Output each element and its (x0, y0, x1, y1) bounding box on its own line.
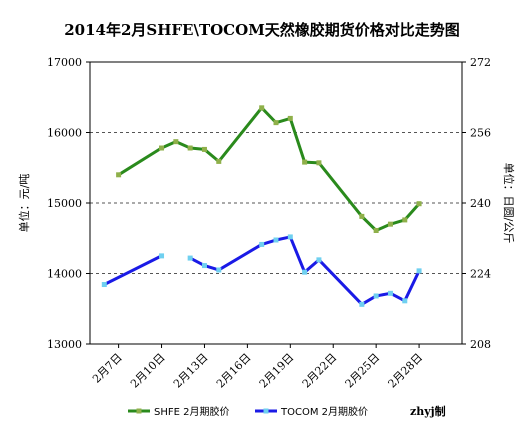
data-point (302, 269, 308, 275)
chart-title: 2014年2月SHFE\TOCOM天然橡胶期货价格对比走势图 (64, 21, 460, 39)
data-point (159, 253, 165, 259)
series-layer (101, 105, 422, 307)
data-point (373, 293, 379, 299)
data-point (387, 221, 393, 227)
left-tick-label: 17000 (47, 56, 82, 69)
right-tick-label: 208 (470, 338, 491, 351)
data-point (273, 237, 279, 243)
legend-marker-shfe (136, 408, 142, 414)
data-point (116, 172, 122, 178)
x-tick-label: 2月28日 (386, 351, 426, 391)
data-point (316, 160, 322, 166)
right-tick-label: 224 (470, 268, 491, 281)
legend-label-tocom: TOCOM 2月期胶价 (280, 405, 368, 418)
x-tick-label: 2月10日 (128, 351, 168, 391)
data-point (101, 282, 107, 288)
x-tick-label: 2月25日 (343, 351, 383, 391)
credit-label: zhyj制 (410, 404, 446, 418)
data-point (416, 201, 422, 207)
legend-label-shfe: SHFE 2月期胶价 (154, 405, 229, 418)
data-point (373, 227, 379, 233)
right-tick-label: 240 (470, 197, 491, 210)
data-point (159, 145, 165, 151)
series-shfe (116, 105, 422, 233)
series-line (117, 106, 421, 232)
x-tick-label: 2月13日 (171, 351, 211, 391)
x-tick-label: 2月22日 (300, 351, 340, 391)
data-point (316, 257, 322, 263)
left-axis-ticks: 13000 14000 15000 16000 17000 (47, 56, 90, 351)
data-point (416, 268, 422, 274)
data-point (402, 298, 408, 304)
data-point (201, 263, 207, 269)
left-tick-label: 15000 (47, 197, 82, 210)
data-point (302, 159, 308, 165)
data-point (359, 301, 365, 307)
legend: SHFE 2月期胶价 TOCOM 2月期胶价 (128, 405, 368, 418)
x-axis-ticks: 2月7日 2月10日 2月13日 2月16日 2月19日 2月22日 2月25日 2月28日 (90, 344, 425, 391)
data-point (173, 139, 179, 145)
data-point (273, 120, 279, 126)
data-point (216, 267, 222, 273)
data-point (287, 115, 293, 121)
x-tick-label: 2月7日 (90, 351, 125, 386)
x-tick-label: 2月19日 (257, 351, 297, 391)
right-axis-ticks: 208 224 240 256 272 (462, 56, 491, 351)
series-tocom (101, 234, 422, 307)
data-point (402, 217, 408, 223)
right-axis-label: 单位：日圆/公斤 (502, 163, 516, 244)
data-point (187, 255, 193, 261)
data-point (359, 213, 365, 219)
left-tick-label: 16000 (47, 127, 82, 140)
data-point (259, 105, 265, 111)
right-tick-label: 272 (470, 56, 491, 69)
data-point (287, 234, 293, 240)
grid-lines (90, 132, 462, 274)
data-point (201, 146, 207, 152)
right-tick-label: 256 (470, 127, 491, 140)
data-point (387, 290, 393, 296)
left-tick-label: 13000 (47, 338, 82, 351)
data-point (216, 158, 222, 164)
data-point (187, 145, 193, 151)
x-tick-label: 2月16日 (214, 351, 254, 391)
series-line (102, 254, 164, 287)
data-point (259, 241, 265, 247)
left-axis-label: 单位：元/吨 (17, 174, 31, 233)
legend-marker-tocom (263, 408, 269, 414)
left-tick-label: 14000 (47, 268, 82, 281)
